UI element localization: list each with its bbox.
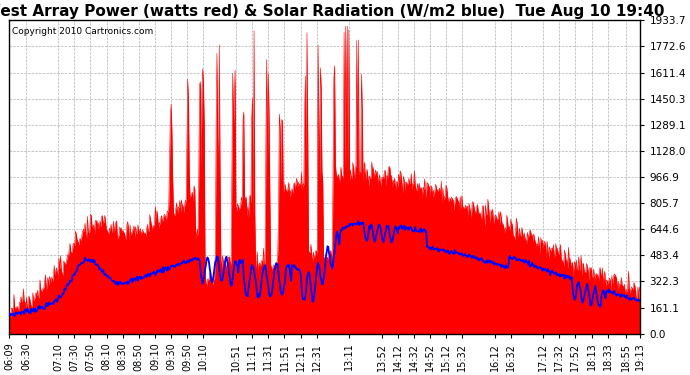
Text: Copyright 2010 Cartronics.com: Copyright 2010 Cartronics.com <box>12 27 154 36</box>
Title: West Array Power (watts red) & Solar Radiation (W/m2 blue)  Tue Aug 10 19:40: West Array Power (watts red) & Solar Rad… <box>0 4 665 19</box>
